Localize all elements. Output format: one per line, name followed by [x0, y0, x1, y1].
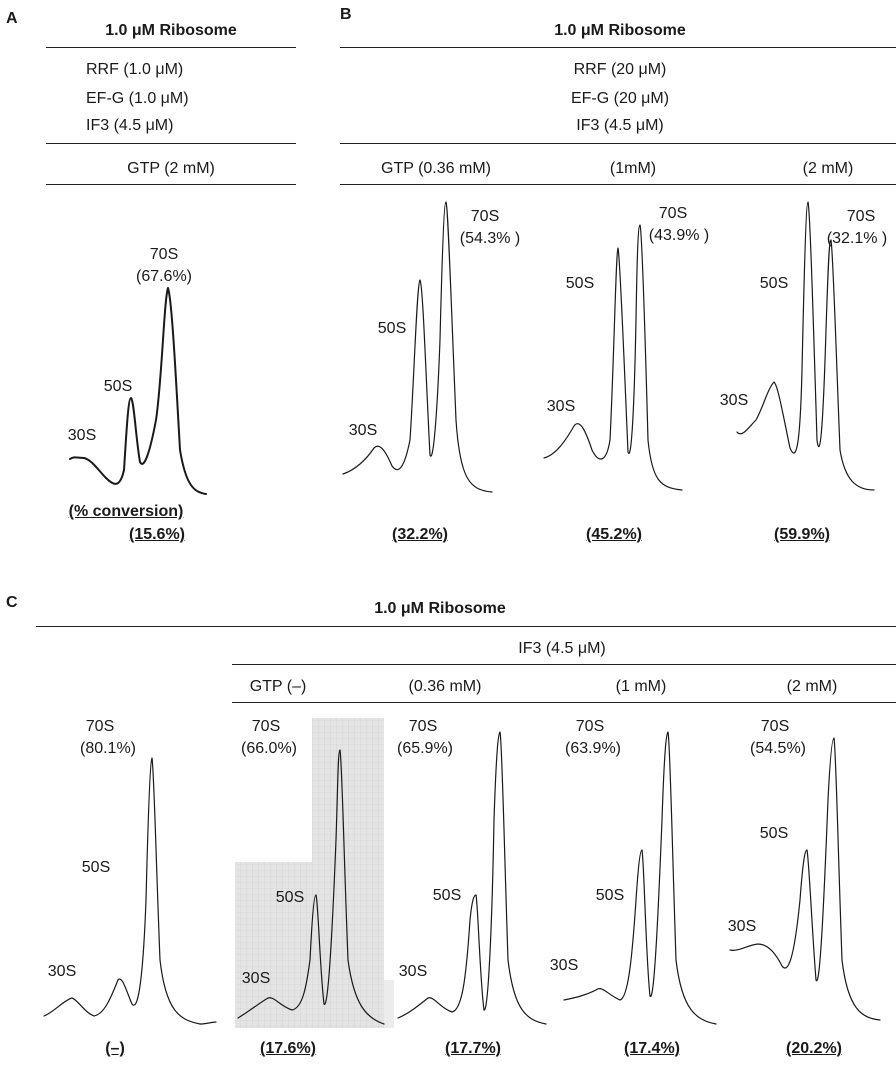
panel-b-rule-3 [340, 184, 896, 185]
panel-a-peak-30s: 30S [67, 427, 97, 444]
panel-c-rule-1 [36, 626, 896, 627]
panel-b-col3-peak-70s-percent: (32.1% ) [826, 230, 888, 247]
panel-c-col1-peak-30s: 30S [47, 963, 77, 980]
panel-b-letter: B [340, 6, 352, 23]
panel-c-col3-trace [397, 731, 547, 1025]
panel-c-col3-peak-70s: 70S [408, 718, 438, 735]
panel-b-col1-label: GTP (0.36 mM) [381, 160, 491, 177]
panel-b-col1-peak-70s-percent: (54.3% ) [459, 230, 521, 247]
panel-c-col4-peak-30s: 30S [549, 957, 579, 974]
panel-c-col5-label: (2 mM) [786, 678, 838, 695]
panel-c-col5-trace [729, 737, 881, 1021]
panel-a-header: 1.0 μM Ribosome [105, 22, 237, 39]
panel-c-rule-3 [232, 702, 896, 703]
panel-a-conversion-label: (% conversion) [68, 503, 184, 520]
panel-c-col2-trace [237, 749, 385, 1025]
panel-c-letter: C [6, 594, 18, 611]
panel-b-col3-label: (2 mM) [802, 160, 854, 177]
panel-c-col1-conversion: (–) [105, 1040, 125, 1057]
panel-c-col5-peak-70s-percent: (54.5%) [749, 740, 807, 757]
panel-c-rule-2 [232, 664, 896, 665]
panel-a-peak-70s: 70S [149, 246, 179, 263]
panel-c-col2-peak-50s: 50S [275, 889, 305, 906]
panel-c-col3-peak-70s-percent: (65.9%) [396, 740, 454, 757]
panel-b-col2-conversion: (45.2%) [585, 526, 643, 543]
panel-a-peak-50s: 50S [103, 378, 133, 395]
panel-a-trace [69, 287, 207, 495]
panel-c-col1-trace [43, 757, 217, 1025]
panel-b-condition-rrf: RRF (20 μM) [573, 61, 667, 78]
panel-a-conversion-value: (15.6%) [128, 526, 186, 543]
panel-a-rule-2 [46, 143, 296, 144]
panel-c-col1-peak-70s: 70S [85, 718, 115, 735]
panel-b-col2-label: (1mM) [609, 160, 657, 177]
panel-c-col3-peak-50s: 50S [432, 887, 462, 904]
panel-c-col5-conversion: (20.2%) [785, 1040, 843, 1057]
panel-c-col2-peak-30s: 30S [241, 970, 271, 987]
panel-a-letter: A [6, 10, 18, 27]
panel-a-condition-efg: EF-G (1.0 μM) [86, 90, 189, 107]
panel-a-condition-if3: IF3 (4.5 μM) [86, 117, 174, 134]
panel-b-rule-2 [340, 143, 896, 144]
panel-a-condition-rrf: RRF (1.0 μM) [86, 61, 184, 78]
panel-a-rule-3 [46, 184, 296, 185]
panel-c-col5-peak-30s: 30S [727, 918, 757, 935]
panel-b-header: 1.0 μM Ribosome [554, 22, 686, 39]
panel-c-col2-label: GTP (–) [249, 678, 307, 695]
panel-b-col3-peak-30s: 30S [719, 392, 749, 409]
panel-c-col4-label: (1 mM) [615, 678, 667, 695]
panel-c-col2-peak-70s: 70S [251, 718, 281, 735]
panel-c-col3-label: (0.36 mM) [408, 678, 482, 695]
panel-b-col3-peak-70s: 70S [846, 208, 876, 225]
panel-b-col1-peak-70s: 70S [470, 208, 500, 225]
panel-c-col4-peak-70s: 70S [575, 718, 605, 735]
panel-b-condition-efg: EF-G (20 μM) [570, 90, 670, 107]
panel-c-col2-peak-70s-percent: (66.0%) [240, 740, 298, 757]
panel-b-col2-peak-30s: 30S [546, 398, 576, 415]
panel-c-col5-peak-50s: 50S [759, 825, 789, 842]
panel-a-gtp: GTP (2 mM) [127, 160, 215, 177]
panel-c-col4-trace [563, 731, 717, 1025]
panel-b-col1-conversion: (32.2%) [391, 526, 449, 543]
panel-c-subheader: IF3 (4.5 μM) [518, 640, 606, 657]
panel-c-col4-peak-70s-percent: (63.9%) [564, 740, 622, 757]
panel-c-col4-peak-50s: 50S [595, 887, 625, 904]
panel-b-condition-if3: IF3 (4.5 μM) [576, 117, 664, 134]
panel-c-col5-peak-70s: 70S [760, 718, 790, 735]
panel-a-rule-1 [46, 47, 296, 48]
panel-c-col3-conversion: (17.7%) [444, 1040, 502, 1057]
panel-c-col1-peak-50s: 50S [81, 859, 111, 876]
panel-b-col2-peak-70s-percent: (43.9% ) [648, 227, 710, 244]
panel-b-col3-trace [736, 201, 875, 491]
panel-b-col1-trace [342, 201, 493, 493]
panel-a-peak-70s-percent: (67.6%) [135, 268, 193, 285]
panel-c-col1-peak-70s-percent: (80.1%) [79, 740, 137, 757]
panel-c-col2-conversion: (17.6%) [259, 1040, 317, 1057]
panel-b-col1-peak-50s: 50S [377, 320, 407, 337]
panel-b-col2-peak-50s: 50S [565, 275, 595, 292]
panel-b-col2-peak-70s: 70S [658, 205, 688, 222]
panel-c-col3-peak-30s: 30S [398, 963, 428, 980]
panel-b-col3-peak-50s: 50S [759, 275, 789, 292]
panel-b-rule-1 [340, 47, 896, 48]
panel-b-col1-peak-30s: 30S [348, 422, 378, 439]
panel-b-col2-trace [543, 224, 683, 491]
panel-b-col3-conversion: (59.9%) [773, 526, 831, 543]
panel-c-col4-conversion: (17.4%) [623, 1040, 681, 1057]
panel-c-header: 1.0 μM Ribosome [374, 600, 506, 617]
